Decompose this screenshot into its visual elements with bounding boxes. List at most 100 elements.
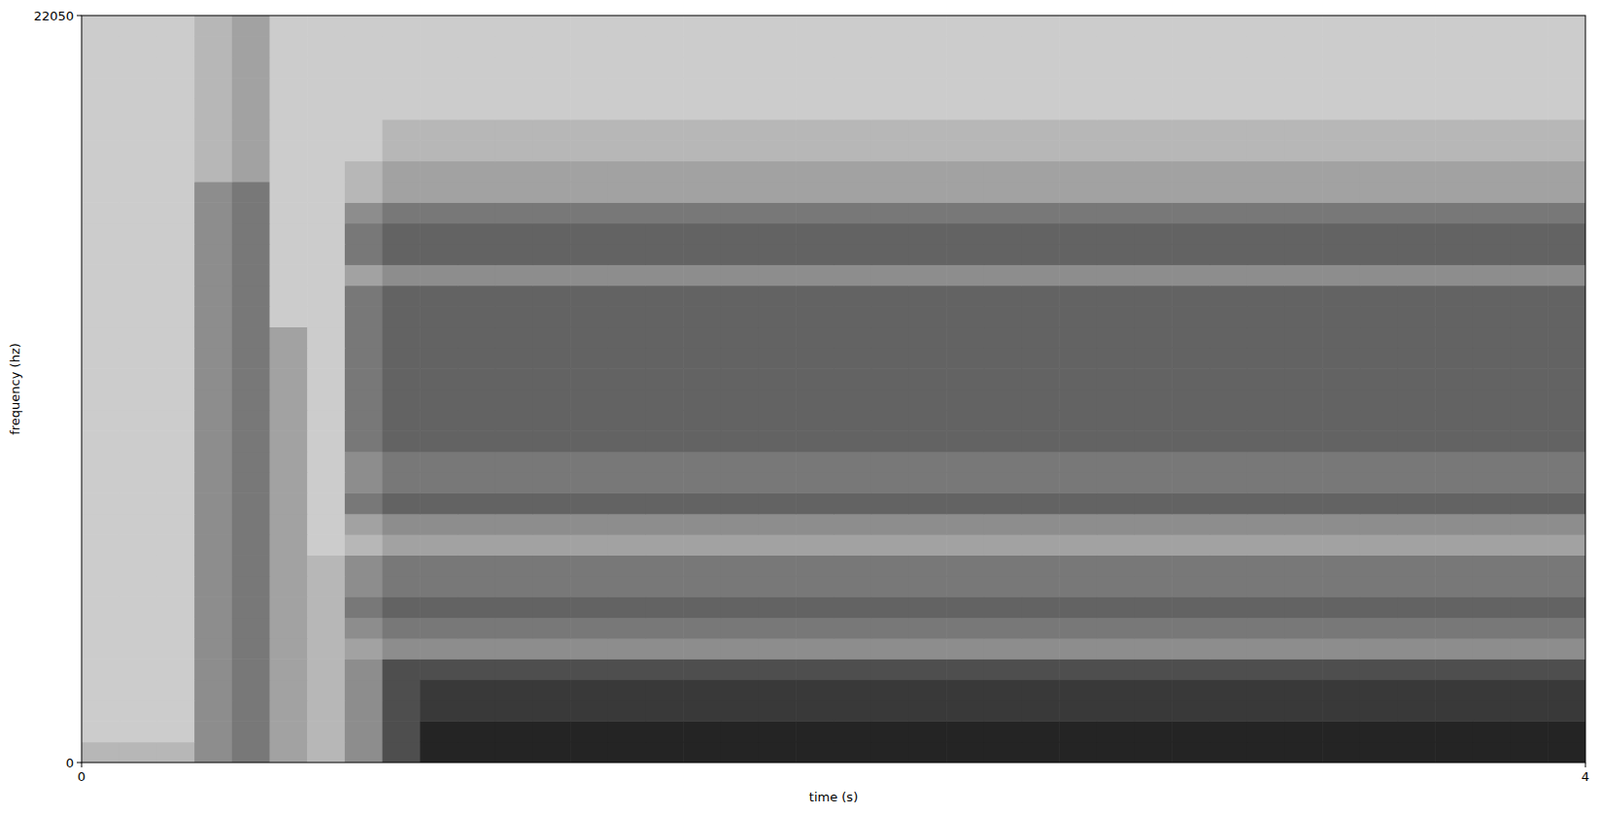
cell (1397, 638, 1436, 660)
cell (1058, 57, 1097, 79)
cell (1510, 513, 1549, 536)
cell (1284, 161, 1323, 183)
cell (1134, 264, 1173, 286)
cell (419, 638, 458, 660)
cell (532, 77, 571, 100)
cell (1397, 430, 1436, 452)
cell (1171, 389, 1210, 411)
cell (1547, 430, 1586, 452)
cell (1134, 700, 1173, 722)
cell (1021, 430, 1060, 452)
cell (1284, 680, 1323, 702)
cell (1510, 285, 1549, 307)
cell (270, 576, 308, 598)
cell (119, 98, 158, 120)
cell (1284, 368, 1323, 390)
cell (1209, 534, 1248, 556)
cell (720, 638, 759, 660)
cell (532, 576, 571, 598)
cell (795, 513, 834, 536)
cell (570, 720, 609, 743)
cell (156, 658, 195, 681)
cell (419, 430, 458, 452)
cell (1472, 720, 1511, 743)
cell (270, 596, 308, 618)
cell (232, 720, 271, 743)
cell (1434, 742, 1473, 763)
cell (984, 492, 1022, 514)
cell (1096, 223, 1135, 245)
cell (1247, 472, 1286, 494)
cell (570, 638, 609, 660)
cell (457, 57, 496, 79)
cell (1096, 139, 1135, 162)
cell (1134, 576, 1173, 598)
cell (720, 534, 759, 556)
cell (984, 596, 1022, 618)
cell (1058, 368, 1097, 390)
cell (1171, 430, 1210, 452)
cell (532, 638, 571, 660)
cell (419, 57, 458, 79)
cell (833, 264, 872, 286)
cell (119, 430, 158, 452)
cell (833, 98, 872, 120)
cell (156, 680, 195, 702)
cell (871, 98, 910, 120)
cell (984, 680, 1022, 702)
cell (1096, 534, 1135, 556)
cell (682, 554, 721, 577)
cell (1434, 306, 1473, 328)
cell (1134, 161, 1173, 183)
cell (495, 264, 534, 286)
cell (382, 700, 421, 722)
cell (946, 119, 985, 141)
cell (1171, 285, 1210, 307)
cell (1058, 742, 1097, 763)
cell (646, 720, 684, 743)
cell (495, 306, 534, 328)
cell (495, 119, 534, 141)
cell (1171, 223, 1210, 245)
cell (156, 472, 195, 494)
cell (194, 161, 233, 183)
cell (1434, 347, 1473, 370)
cell (1360, 119, 1398, 141)
cell (720, 264, 759, 286)
cell (194, 139, 233, 162)
cell (419, 223, 458, 245)
cell (646, 202, 684, 224)
cell (1247, 264, 1286, 286)
cell (270, 700, 308, 722)
cell (908, 223, 947, 245)
cell (720, 742, 759, 763)
cell (1284, 347, 1323, 370)
cell (795, 554, 834, 577)
cell (646, 264, 684, 286)
cell (532, 347, 571, 370)
cell (232, 700, 271, 722)
cell (382, 119, 421, 141)
cell (1021, 306, 1060, 328)
cell (457, 77, 496, 100)
cell (419, 119, 458, 141)
cell (608, 742, 647, 763)
cell (871, 680, 910, 702)
cell (1134, 742, 1173, 763)
cell (646, 409, 684, 432)
cell (119, 409, 158, 432)
cell (871, 534, 910, 556)
cell (720, 513, 759, 536)
cell (908, 35, 947, 58)
y-tick-label: 22050 (34, 8, 74, 24)
cell (156, 57, 195, 79)
cell (1397, 98, 1436, 120)
cell (871, 430, 910, 452)
cell (1134, 347, 1173, 370)
cell (1472, 368, 1511, 390)
cell (1547, 492, 1586, 514)
cell (119, 534, 158, 556)
x-tick-label: 0 (77, 769, 86, 784)
cell (908, 181, 947, 204)
cell (119, 451, 158, 474)
